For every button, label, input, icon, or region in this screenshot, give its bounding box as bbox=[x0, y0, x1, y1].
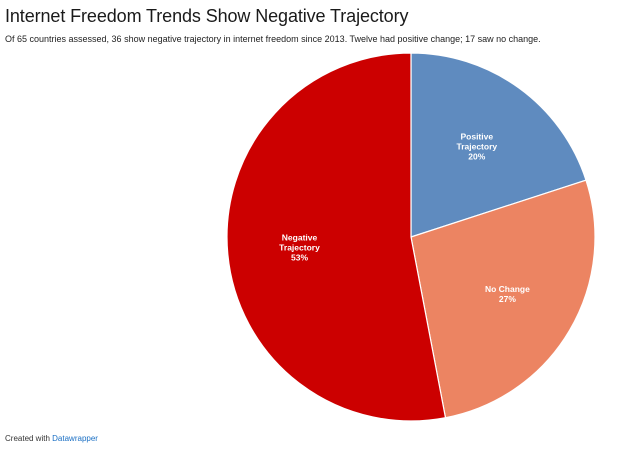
pie-slices bbox=[226, 52, 596, 422]
slice-name-label-negative-trajectory: Negative bbox=[282, 233, 318, 243]
footer-prefix: Created with bbox=[5, 434, 50, 443]
slice-name-label-no-change: No Change bbox=[485, 284, 530, 294]
pie-slice-negative-trajectory[interactable] bbox=[226, 52, 447, 422]
datawrapper-link[interactable]: Datawrapper bbox=[52, 434, 98, 443]
pie-slice-positive-trajectory[interactable] bbox=[410, 52, 587, 238]
slice-value-label-negative-trajectory: 53% bbox=[291, 253, 308, 263]
slice-value-label-no-change: 27% bbox=[499, 294, 516, 304]
pie-slice-no-change[interactable] bbox=[410, 179, 596, 419]
slice-value-label-positive-trajectory: 20% bbox=[468, 151, 485, 161]
slice-name-label-positive-trajectory: Trajectory bbox=[456, 141, 497, 151]
chart-subtitle: Of 65 countries assessed, 36 show negati… bbox=[5, 34, 541, 44]
chart-title: Internet Freedom Trends Show Negative Tr… bbox=[5, 6, 409, 26]
slice-name-label-negative-trajectory: Trajectory bbox=[279, 243, 320, 253]
footer-credit: Created with Datawrapper bbox=[5, 434, 98, 443]
slice-name-label-positive-trajectory: Positive bbox=[460, 131, 493, 141]
